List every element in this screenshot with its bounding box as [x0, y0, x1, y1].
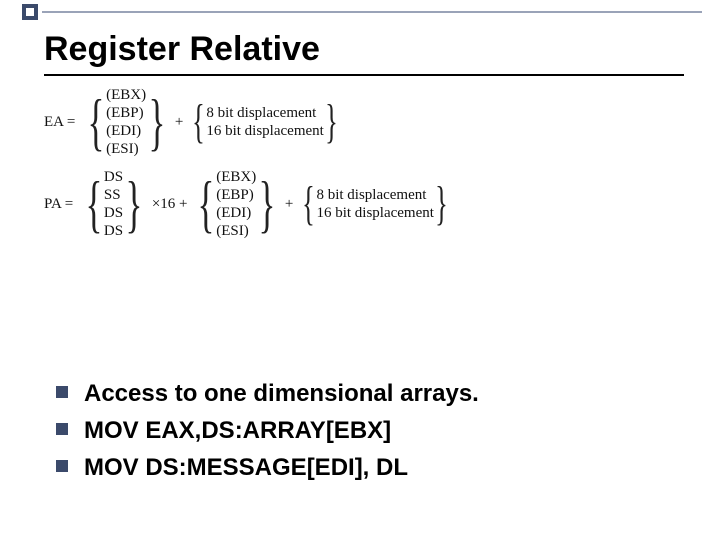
pa-label: PA =: [44, 196, 73, 213]
bullet-list: Access to one dimensional arrays. MOV EA…: [56, 378, 656, 490]
title-underline: [44, 74, 684, 76]
reg-edi: (EDI): [106, 122, 146, 140]
seg-ds: DS: [104, 168, 123, 186]
corner-square-icon: [22, 4, 38, 20]
mult-16: ×16 +: [152, 196, 188, 213]
slide-decoration: [0, 0, 720, 24]
pa-formula: PA = { DS SS DS DS } ×16 + { (EBX) (EBP)…: [44, 168, 664, 240]
reg-edi2: (EDI): [216, 204, 256, 222]
bullet-icon: [56, 386, 68, 398]
bullet-icon: [56, 423, 68, 435]
reg-ebx: (EBX): [106, 86, 146, 104]
reg-ebp2: (EBP): [216, 186, 256, 204]
ea-displacement: 8 bit displacement 16 bit displacement: [206, 104, 323, 140]
disp-16bit2: 16 bit displacement: [316, 204, 433, 222]
bullet-text-3: MOV DS:MESSAGE[EDI], DL: [84, 452, 408, 483]
pa-displacement: 8 bit displacement 16 bit displacement: [316, 186, 433, 222]
reg-esi: (ESI): [106, 140, 146, 158]
bullet-text-1: Access to one dimensional arrays.: [84, 378, 479, 409]
list-item: MOV EAX,DS:ARRAY[EBX]: [56, 415, 656, 446]
ea-label: EA =: [44, 114, 75, 131]
bullet-icon: [56, 460, 68, 472]
seg-ds2: DS: [104, 204, 123, 222]
seg-ss: SS: [104, 186, 123, 204]
list-item: Access to one dimensional arrays.: [56, 378, 656, 409]
pa-segments: DS SS DS DS: [104, 168, 123, 240]
plus-sign2: +: [285, 196, 293, 213]
formula-region: EA = { (EBX) (EBP) (EDI) (ESI) } + { 8 b…: [44, 86, 664, 240]
reg-esi2: (ESI): [216, 222, 256, 240]
bullet-text-2: MOV EAX,DS:ARRAY[EBX]: [84, 415, 391, 446]
pa-registers: (EBX) (EBP) (EDI) (ESI): [216, 168, 256, 240]
plus-sign: +: [175, 114, 183, 131]
disp-8bit2: 8 bit displacement: [316, 186, 433, 204]
ea-registers: (EBX) (EBP) (EDI) (ESI): [106, 86, 146, 158]
top-divider: [42, 11, 702, 13]
disp-8bit: 8 bit displacement: [206, 104, 323, 122]
list-item: MOV DS:MESSAGE[EDI], DL: [56, 452, 656, 483]
ea-formula: EA = { (EBX) (EBP) (EDI) (ESI) } + { 8 b…: [44, 86, 664, 158]
reg-ebx2: (EBX): [216, 168, 256, 186]
disp-16bit: 16 bit displacement: [206, 122, 323, 140]
slide-title: Register Relative: [44, 30, 320, 69]
seg-ds3: DS: [104, 222, 123, 240]
reg-ebp: (EBP): [106, 104, 146, 122]
